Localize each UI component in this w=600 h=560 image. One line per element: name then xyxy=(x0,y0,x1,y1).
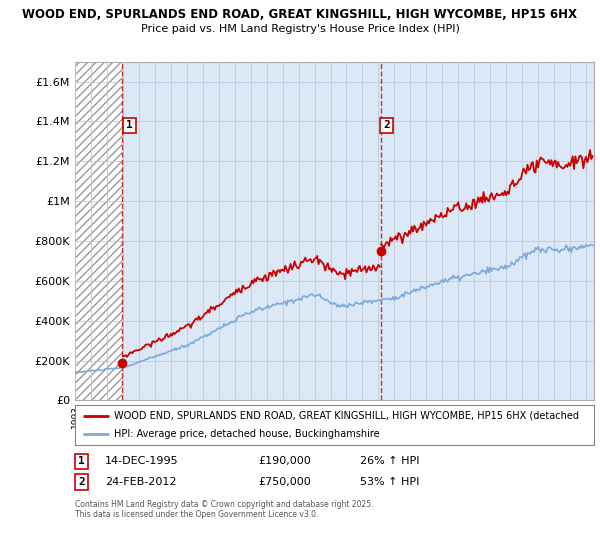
Text: £190,000: £190,000 xyxy=(258,456,311,466)
Text: HPI: Average price, detached house, Buckinghamshire: HPI: Average price, detached house, Buck… xyxy=(114,430,380,439)
Text: 2: 2 xyxy=(383,120,390,130)
Text: 53% ↑ HPI: 53% ↑ HPI xyxy=(360,477,419,487)
Bar xyxy=(75,62,122,400)
Text: 2: 2 xyxy=(78,477,85,487)
Text: WOOD END, SPURLANDS END ROAD, GREAT KINGSHILL, HIGH WYCOMBE, HP15 6HX (detached: WOOD END, SPURLANDS END ROAD, GREAT KING… xyxy=(114,411,579,421)
Text: Price paid vs. HM Land Registry's House Price Index (HPI): Price paid vs. HM Land Registry's House … xyxy=(140,24,460,34)
Text: Contains HM Land Registry data © Crown copyright and database right 2025.
This d: Contains HM Land Registry data © Crown c… xyxy=(75,500,373,519)
Text: 1: 1 xyxy=(78,456,85,466)
Text: WOOD END, SPURLANDS END ROAD, GREAT KINGSHILL, HIGH WYCOMBE, HP15 6HX: WOOD END, SPURLANDS END ROAD, GREAT KING… xyxy=(23,8,577,21)
Text: £750,000: £750,000 xyxy=(258,477,311,487)
Text: 24-FEB-2012: 24-FEB-2012 xyxy=(105,477,176,487)
Text: 1: 1 xyxy=(126,120,133,130)
Text: 14-DEC-1995: 14-DEC-1995 xyxy=(105,456,179,466)
Text: 26% ↑ HPI: 26% ↑ HPI xyxy=(360,456,419,466)
